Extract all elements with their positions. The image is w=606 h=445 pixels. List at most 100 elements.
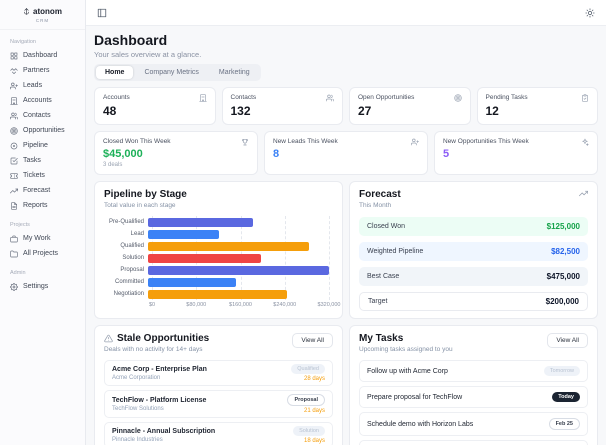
stat-label: Open Opportunities xyxy=(358,94,415,101)
tab-home[interactable]: Home xyxy=(96,66,134,79)
stale-item-pinnacle-annual-subscription[interactable]: Pinnacle - Annual Subscription Pinnacle … xyxy=(104,422,333,445)
trophy-icon xyxy=(242,139,248,146)
week-stats-row: Closed Won This Week $45,000 3 deals New… xyxy=(94,131,598,175)
my-tasks-panel: My Tasks Upcoming tasks assigned to you … xyxy=(349,325,598,445)
briefcase-icon xyxy=(10,235,18,242)
app-logo: atonom CRM xyxy=(0,0,85,30)
panel-left-icon xyxy=(97,8,107,17)
sidebar-item-dashboard[interactable]: Dashboard xyxy=(0,48,85,63)
chart-category-label: Proposal xyxy=(120,267,144,273)
tab-marketing[interactable]: Marketing xyxy=(218,69,250,76)
stat-card-accounts: Accounts 48 xyxy=(94,87,216,125)
stat-card-contacts: Contacts 132 xyxy=(221,87,343,125)
tab-company-metrics[interactable]: Company Metrics xyxy=(144,69,199,76)
sidebar-item-label: Reports xyxy=(23,202,48,209)
sidebar-item-label: Settings xyxy=(23,283,49,290)
trending-up-icon xyxy=(579,190,588,197)
sidebar-toggle-button[interactable] xyxy=(97,8,107,18)
week-card-label: New Leads This Week xyxy=(273,138,338,145)
page-subtitle: Your sales overview at a glance. xyxy=(94,50,202,59)
ticket-icon xyxy=(10,172,18,179)
sidebar: atonom CRM Navigation Dashboard Partners Le… xyxy=(0,0,86,445)
stat-value: 27 xyxy=(358,104,372,118)
opportunity-title: Pinnacle - Annual Subscription xyxy=(112,427,216,435)
chart-x-axis: $0 $80,000 $160,000 $240,000 $320,000 xyxy=(148,300,341,309)
sidebar-item-tickets[interactable]: Tickets xyxy=(0,168,85,183)
sidebar-item-leads[interactable]: Leads xyxy=(0,78,85,93)
stat-value: 132 xyxy=(230,104,251,118)
pipeline-subtitle: Total value in each stage xyxy=(104,202,176,209)
week-card-value: 8 xyxy=(273,148,280,160)
sidebar-item-my-work[interactable]: My Work xyxy=(0,231,85,246)
forecast-row-value: $200,000 xyxy=(545,297,579,306)
stale-view-all-button[interactable]: View All xyxy=(292,333,333,348)
stage-badge: Proposal xyxy=(287,394,325,406)
week-card-new-leads-this-week: New Leads This Week 8 xyxy=(264,131,428,175)
stage-badge: Solution xyxy=(293,426,325,436)
sidebar-item-accounts[interactable]: Accounts xyxy=(0,93,85,108)
sidebar-item-label: All Projects xyxy=(23,250,59,257)
sidebar-item-partners[interactable]: Partners xyxy=(0,63,85,78)
stat-value: 12 xyxy=(485,104,499,118)
forecast-row-value: $475,000 xyxy=(546,272,580,281)
forecast-row-target: Target $200,000 xyxy=(359,292,588,311)
tasks-subtitle: Upcoming tasks assigned to you xyxy=(359,346,453,353)
sidebar-item-label: Contacts xyxy=(23,112,51,119)
chart-bar-solution xyxy=(148,253,262,263)
theme-toggle-button[interactable] xyxy=(585,7,595,18)
chart-bar-lead xyxy=(148,229,219,239)
forecast-row-label: Weighted Pipeline xyxy=(367,248,424,255)
forecast-row-weighted-pipeline: Weighted Pipeline $82,500 xyxy=(359,242,588,261)
stat-card-open-opportunities: Open Opportunities 27 xyxy=(349,87,471,125)
clipboard-check-icon xyxy=(582,94,588,102)
sidebar-item-label: Dashboard xyxy=(23,52,58,59)
app-subname: CRM xyxy=(35,18,50,23)
task-title: Prepare proposal for TechFlow xyxy=(367,393,463,401)
due-badge: Today xyxy=(552,392,580,402)
due-badge: Tomorrow xyxy=(543,366,580,376)
chart-category-label: Pre-Qualified xyxy=(108,219,144,225)
sidebar-item-tasks[interactable]: Tasks xyxy=(0,153,85,168)
chart-row-qualified: Qualified xyxy=(104,240,333,252)
sidebar-item-contacts[interactable]: Contacts xyxy=(0,108,85,123)
stale-item-techflow-platform-license[interactable]: TechFlow - Platform License TechFlow Sol… xyxy=(104,390,333,418)
forecast-row-best-case: Best Case $475,000 xyxy=(359,267,588,286)
folder-icon xyxy=(10,250,18,257)
stale-opportunities-panel: Stale Opportunities Deals with no activi… xyxy=(94,325,343,445)
stats-row: Accounts 48 Contacts 132 Open Opportunit… xyxy=(94,87,598,125)
opportunity-company: TechFlow Solutions xyxy=(112,405,164,412)
sidebar-nav: Navigation Dashboard Partners Leads Accounts… xyxy=(0,30,85,294)
stat-label: Accounts xyxy=(103,94,130,101)
sidebar-item-forecast[interactable]: Forecast xyxy=(0,183,85,198)
sidebar-item-all-projects[interactable]: All Projects xyxy=(0,246,85,261)
stale-item-acme-corp-enterprise-plan[interactable]: Acme Corp - Enterprise Plan Acme Corpora… xyxy=(104,360,333,386)
sidebar-item-settings[interactable]: Settings xyxy=(0,279,85,294)
stage-badge: Qualified xyxy=(291,364,325,374)
chart-bar-pre-qualified xyxy=(148,217,253,227)
trending-up-icon xyxy=(10,188,18,193)
task-list: Follow up with Acme Corp Tomorrow Prepare… xyxy=(359,360,588,445)
task-item-follow-up-with-acme-corp[interactable]: Follow up with Acme Corp Tomorrow xyxy=(359,360,588,382)
task-item-schedule-demo-with-horizon-labs[interactable]: Schedule demo with Horizon Labs Feb 25 xyxy=(359,412,588,436)
task-item-review-contract-terms-pinnacle[interactable]: Review contract terms - Pinnacle Feb 27 xyxy=(359,440,588,445)
sidebar-item-pipeline[interactable]: Pipeline xyxy=(0,138,85,153)
sidebar-item-label: Pipeline xyxy=(23,142,48,149)
sidebar-item-opportunities[interactable]: Opportunities xyxy=(0,123,85,138)
sidebar-section-label-navigation: Navigation xyxy=(10,39,36,45)
tasks-view-all-button[interactable]: View All xyxy=(547,333,588,348)
sidebar-item-reports[interactable]: Reports xyxy=(0,198,85,213)
sidebar-item-label: Accounts xyxy=(23,97,52,104)
forecast-subtitle: This Month xyxy=(359,202,392,209)
sun-icon xyxy=(585,7,595,18)
chart-row-solution: Solution xyxy=(104,252,333,264)
chart-x-tick: $0 xyxy=(148,302,156,308)
chart-category-label: Lead xyxy=(130,231,144,237)
task-title: Follow up with Acme Corp xyxy=(367,367,448,375)
chart-category-label: Solution xyxy=(122,255,144,261)
check-square-icon xyxy=(10,157,18,164)
building-icon xyxy=(10,96,18,105)
opportunity-title: Acme Corp - Enterprise Plan xyxy=(112,365,207,373)
task-item-prepare-proposal-for-techflow[interactable]: Prepare proposal for TechFlow Today xyxy=(359,386,588,408)
gear-icon xyxy=(10,282,18,291)
days-stale: 21 days xyxy=(303,408,325,414)
